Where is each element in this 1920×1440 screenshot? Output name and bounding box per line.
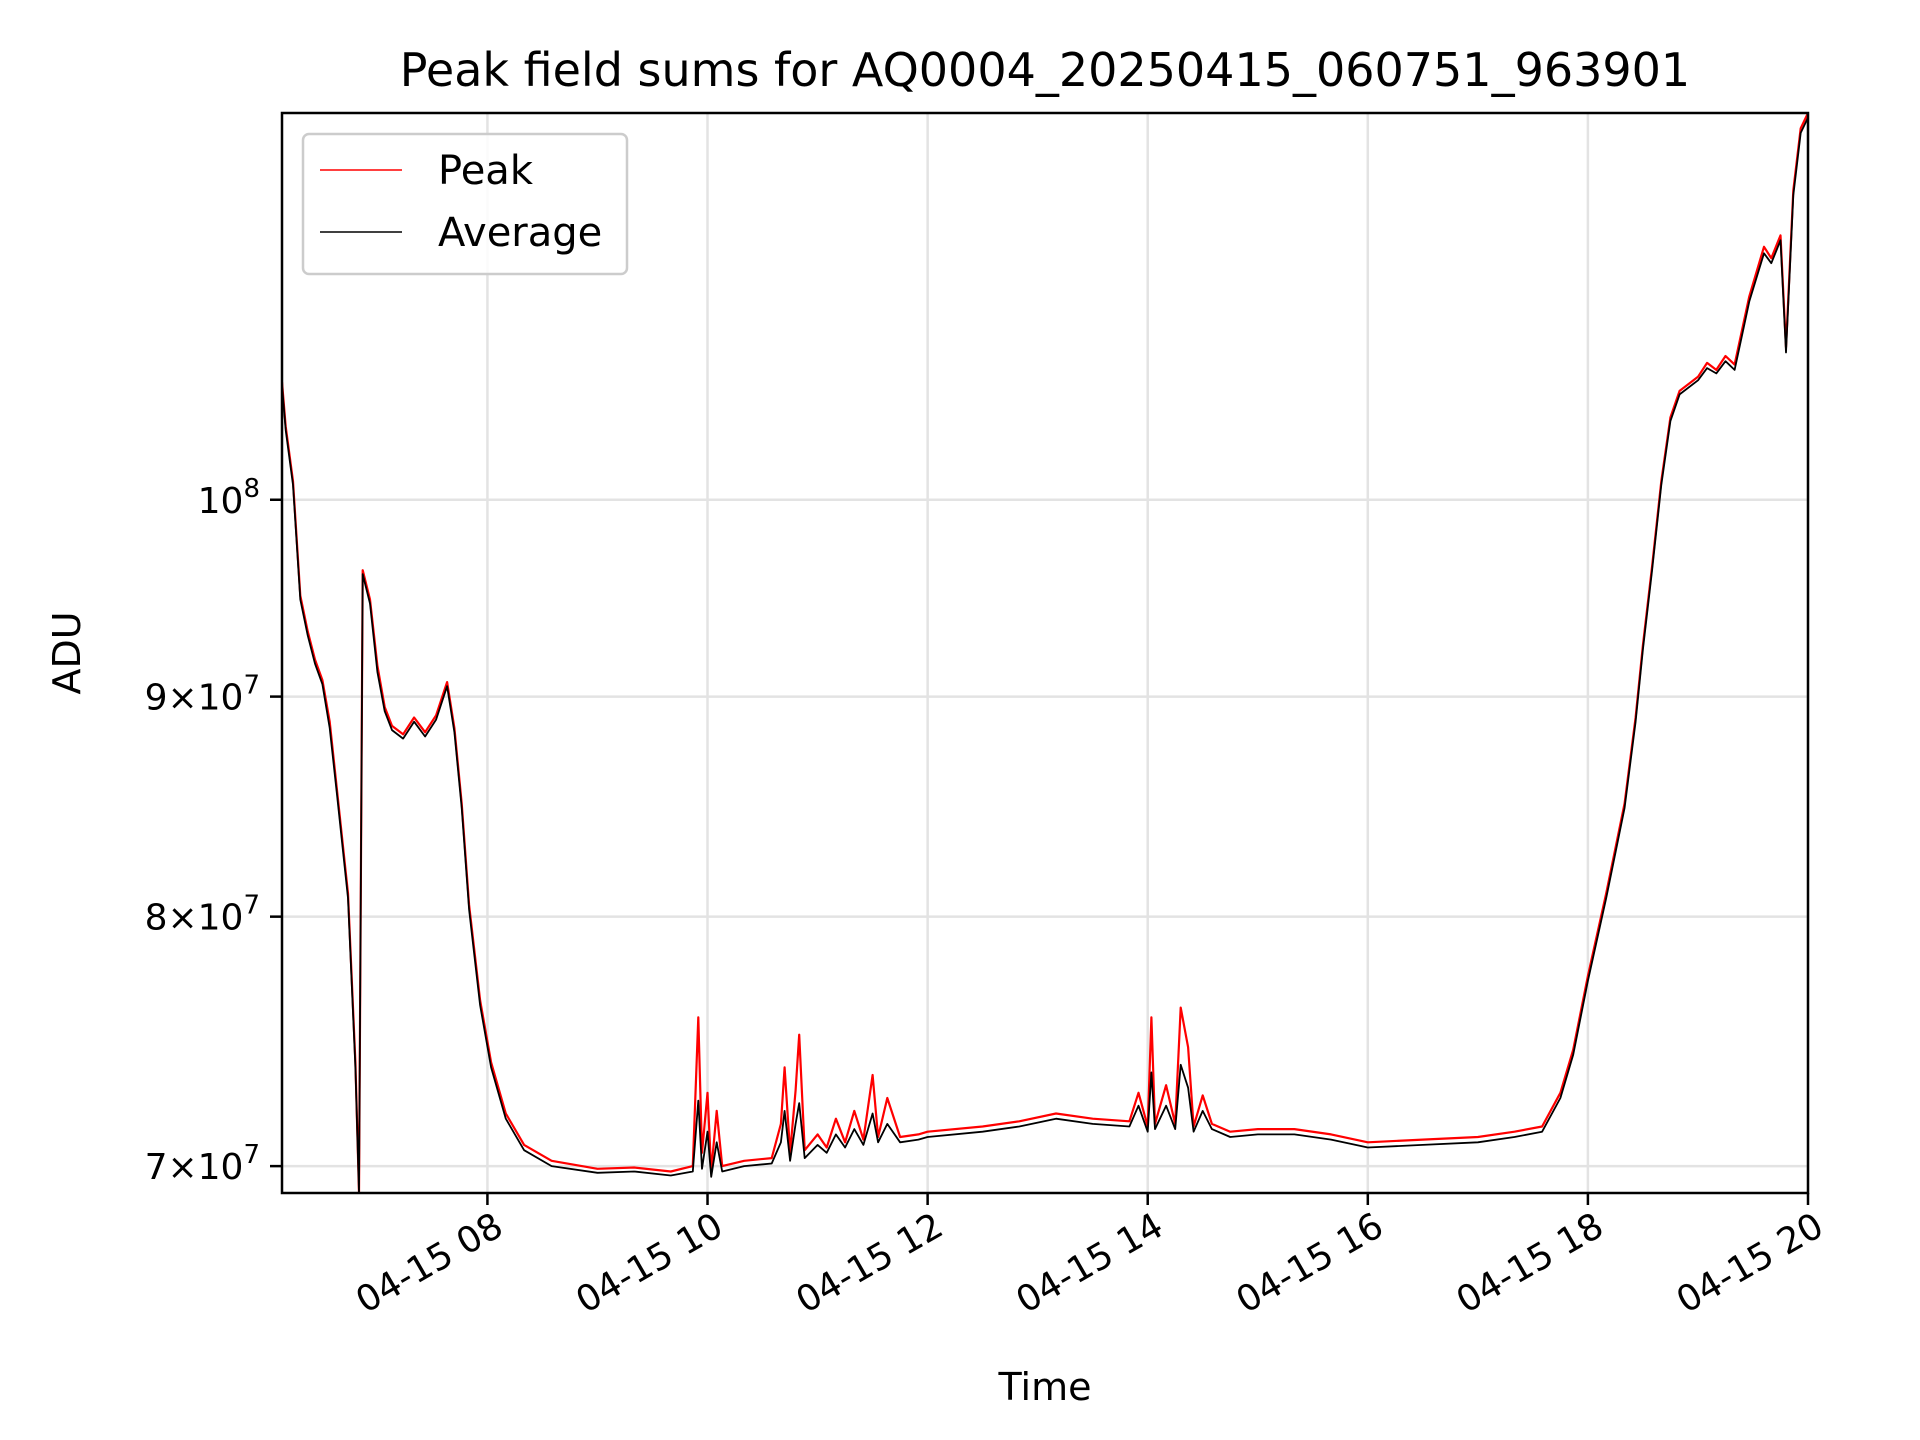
y-tick-exponent: 7	[243, 1140, 260, 1170]
plot-frame	[280, 111, 1810, 1195]
y-tick-exponent: 7	[243, 891, 260, 921]
y-tick-label: 9×107	[145, 671, 260, 719]
y-tick: 9×107	[145, 671, 282, 719]
y-tick-exponent: 8	[243, 474, 260, 504]
chart-title: Peak field sums for AQ0004_20250415_0607…	[400, 43, 1690, 97]
y-tick-label: 108	[198, 474, 260, 522]
y-axis: 7×107 8×107 9×107 108	[145, 474, 282, 1188]
y-tick-label: 7×107	[145, 1140, 260, 1188]
y-tick-label: 8×107	[145, 891, 260, 939]
y-tick-exponent: 7	[243, 671, 260, 701]
plot-area	[282, 113, 1808, 1193]
legend-box	[301, 132, 629, 276]
y-tick: 8×107	[145, 891, 282, 939]
y-tick: 7×107	[145, 1140, 282, 1188]
legend-label-peak: Peak	[438, 148, 534, 194]
legend: Peak Average	[301, 132, 629, 276]
y-axis-label: ADU	[45, 611, 89, 694]
series-line-average	[282, 117, 1808, 1193]
y-tick: 108	[198, 474, 282, 522]
x-axis-label: Time	[998, 1365, 1092, 1409]
legend-label-average: Average	[438, 210, 602, 256]
